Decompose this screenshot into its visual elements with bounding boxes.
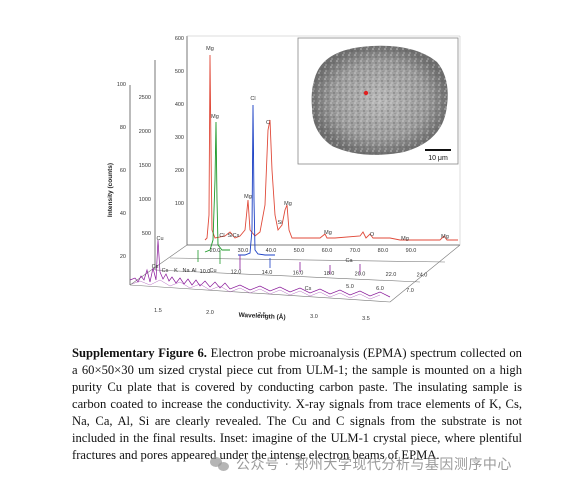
y-tick-label-panel3: 400 xyxy=(175,102,184,108)
x-tick-label-front: 2.0 xyxy=(206,310,214,316)
watermark: 公众号 · 郑州大学现代分析与基因测序中心 xyxy=(210,454,512,474)
y-tick-label-panel3: 300 xyxy=(175,135,184,141)
x-tick-label-mid: 18.0 xyxy=(324,271,335,277)
x-tick-label-mid: 22.0 xyxy=(386,272,397,278)
x-tick-label-front: 3.5 xyxy=(362,316,370,322)
peak-label: Cs xyxy=(233,233,240,239)
x-tick-label-front: 1.5 xyxy=(154,308,162,314)
y-tick-label-panel3: 100 xyxy=(175,201,184,207)
epma-spectrum-plot: 10 μm 2040608010050010001500200025001002… xyxy=(107,35,461,322)
purple-spectrum xyxy=(129,239,391,298)
x-tick-label-mid: 16.0 xyxy=(293,271,304,277)
mid-series-stems xyxy=(197,250,361,275)
x-tick-label-back: 60.0 xyxy=(322,248,333,254)
epma-figure: 10 μm 20 40 60 80 100 500 1000 1500 2000 2500 100 2… xyxy=(107,35,461,322)
x-tick-label-front: 3.0 xyxy=(310,314,318,320)
x-tick-label-back: 30.0 xyxy=(238,248,249,254)
y-tick-label-panel3: 200 xyxy=(175,168,184,174)
y-tick-labels: 20 40 60 80 100 500 1000 1500 2000 2500 100 200 300 4… xyxy=(117,36,184,260)
y-tick-label-panel2: 1500 xyxy=(139,163,151,169)
y-tick-label-panel2: 1000 xyxy=(139,197,151,203)
y-tick-label-panel2: 500 xyxy=(142,231,151,237)
blue-spectrum xyxy=(238,104,275,256)
x-tick-label-back: 20.0 xyxy=(210,248,221,254)
x-tick-label-mid: 12.0 xyxy=(231,270,242,276)
y-tick-label-panel1: 100 xyxy=(117,82,126,88)
peak-label: Mg xyxy=(244,194,252,200)
y-tick-label-panel1: 40 xyxy=(120,211,126,217)
caption-text: Electron probe microanalysis (EPMA) spec… xyxy=(72,346,522,462)
peak-label: O xyxy=(370,232,375,238)
peak-label: Ca xyxy=(345,258,353,264)
peak-label: Cl xyxy=(219,233,224,239)
peak-label: Si xyxy=(228,233,233,239)
x-tick-label-lower: 7.0 xyxy=(406,288,414,294)
peak-label: Mg xyxy=(401,236,409,242)
x-tick-labels: 1.5 2.0 2.5 3.0 3.5 10.0 12.0 14.0 16.0 18.0 20.0 2… xyxy=(154,248,427,322)
peak-label: Cs xyxy=(152,264,159,270)
peak-label: Na xyxy=(182,268,190,274)
x-tick-label-back: 70.0 xyxy=(350,248,361,254)
inset-scalebar-label: 10 μm xyxy=(428,155,448,162)
peak-label: Mg xyxy=(211,114,219,120)
y-tick-label-panel1: 80 xyxy=(120,125,126,131)
x-tick-label-mid: 14.0 xyxy=(262,270,273,276)
peak-label: Mg xyxy=(324,230,332,236)
y-tick-label-panel2: 2500 xyxy=(139,95,151,101)
peak-label: Mg xyxy=(441,234,449,240)
y-tick-label-panel2: 2000 xyxy=(139,129,151,135)
peak-label: K xyxy=(174,268,178,274)
peak-label: Cu xyxy=(209,268,216,274)
wechat-icon xyxy=(210,456,230,472)
back-panel xyxy=(186,35,461,246)
purple-spectrum-band xyxy=(131,279,381,300)
inset-image: 10 μm xyxy=(297,37,459,165)
watermark-text: 公众号 · 郑州大学现代分析与基因测序中心 xyxy=(236,457,512,473)
x-tick-label-back: 80.0 xyxy=(378,248,389,254)
floor-lines xyxy=(129,244,461,303)
x-tick-label-mid: 24.0 xyxy=(417,273,428,279)
peak-label: Cs xyxy=(162,268,169,274)
y-tick-label-panel3: 500 xyxy=(175,69,184,75)
x-tick-label-back: 50.0 xyxy=(294,248,305,254)
x-tick-label-mid: 10.0 xyxy=(200,269,211,275)
y-tick-label-panel3: 600 xyxy=(175,36,184,42)
y-tick-label-panel1: 20 xyxy=(120,254,126,260)
x-tick-label-mid: 20.0 xyxy=(355,272,366,278)
green-spectrum xyxy=(204,121,230,253)
peak-label: C xyxy=(266,120,270,126)
peak-label: Mg xyxy=(206,46,214,52)
y-tick-label-panel1: 60 xyxy=(120,168,126,174)
peak-label: Si xyxy=(278,220,283,226)
peak-label: Cu xyxy=(156,236,163,242)
x-tick-label-lower: 6.0 xyxy=(376,286,384,292)
figure-caption: Supplementary Figure 6. Electron probe m… xyxy=(72,345,522,464)
y-axis-label: Intensity (counts) xyxy=(107,163,114,217)
x-tick-label-lower: 5.0 xyxy=(346,284,354,290)
x-tick-label-back: 90.0 xyxy=(406,248,417,254)
red-spectrum xyxy=(204,54,458,241)
peak-label: Cl xyxy=(250,96,255,102)
peak-label: Al xyxy=(192,268,197,274)
caption-label: Supplementary Figure 6. xyxy=(72,346,207,360)
y-axes xyxy=(129,60,156,285)
peak-label: Cs xyxy=(305,286,312,292)
x-tick-label-front: 2.5 xyxy=(258,312,266,318)
peak-label: Mg xyxy=(284,201,292,207)
x-tick-label-back: 40.0 xyxy=(266,248,277,254)
x-axis-label: Wavelength (Å) xyxy=(238,310,285,321)
